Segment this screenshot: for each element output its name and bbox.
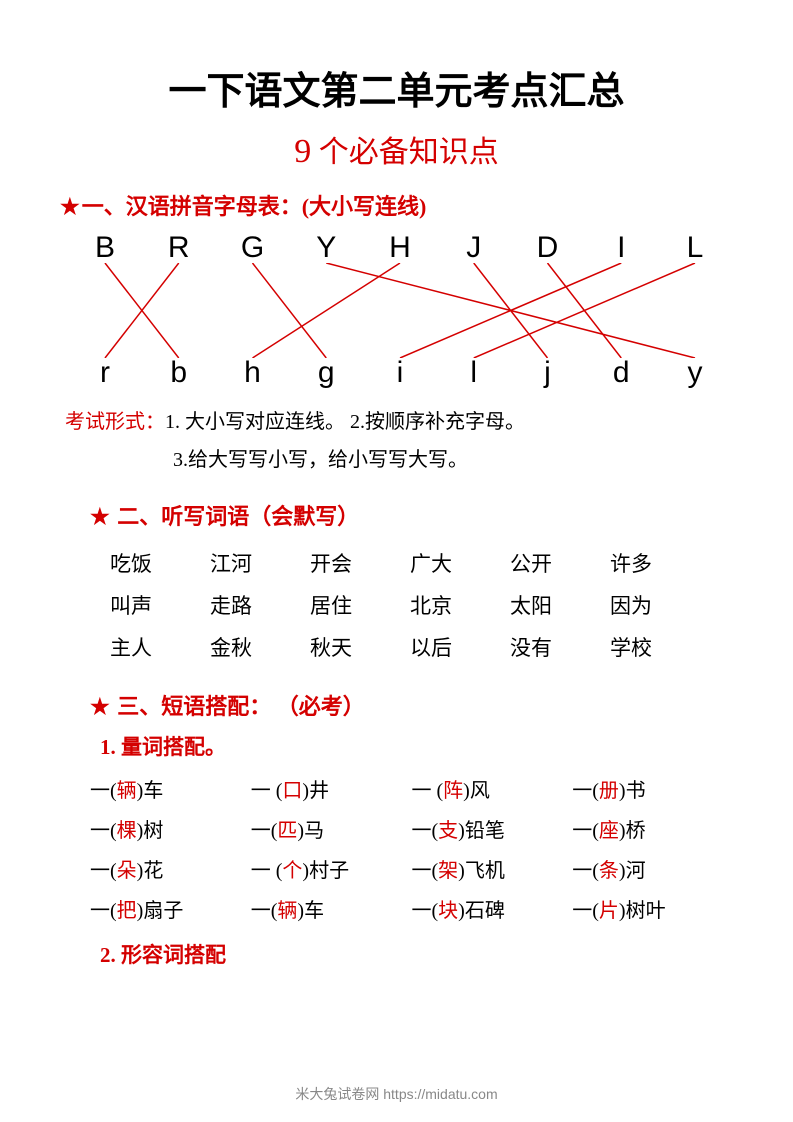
upper-letter: Y — [306, 231, 346, 265]
matching-lines — [80, 263, 720, 358]
upper-letter: J — [454, 231, 494, 265]
word-row: 叫声走路居住北京太阳因为 — [110, 585, 733, 627]
phrase-cell: 一(辆)车 — [90, 771, 251, 811]
star-icon: ★ — [90, 694, 110, 719]
word-cell: 公开 — [510, 543, 610, 585]
lower-letter: l — [454, 356, 494, 390]
word-cell: 没有 — [510, 627, 610, 669]
phrase-grid: 一(辆)车一 (口)井一 (阵)风一(册)书一(棵)树一(匹)马一(支)铅笔一(… — [90, 771, 733, 931]
phrase-row: 一(辆)车一 (口)井一 (阵)风一(册)书 — [90, 771, 733, 811]
subtitle: 9 个必备知识点 — [60, 127, 733, 171]
subtitle-number: 9 — [294, 133, 311, 170]
phrase-cell: 一(座)桥 — [572, 811, 733, 851]
section-2-title: 二、听写词语（会默写） — [112, 504, 360, 529]
lower-letter: i — [380, 356, 420, 390]
lower-letter: h — [233, 356, 273, 390]
phrase-cell: 一(支)铅笔 — [412, 811, 573, 851]
upper-letter: L — [675, 231, 715, 265]
star-icon: ★ — [60, 194, 80, 219]
lower-letter: j — [528, 356, 568, 390]
section-3-title: 三、短语搭配： （必考） — [112, 694, 365, 719]
word-cell: 因为 — [610, 585, 710, 627]
phrase-cell: 一(辆)车 — [251, 891, 412, 931]
star-icon: ★ — [90, 504, 110, 529]
word-cell: 叫声 — [110, 585, 210, 627]
lower-letter: y — [675, 356, 715, 390]
word-cell: 太阳 — [510, 585, 610, 627]
phrase-cell: 一 (口)井 — [251, 771, 412, 811]
upper-letters-row: BRGYHJDIL — [80, 231, 720, 265]
exam-form-text: 考试形式：1. 大小写对应连线。 2.按顺序补充字母。 3.给大写写小写，给小写… — [65, 403, 733, 479]
lower-letter: r — [85, 356, 125, 390]
main-title: 一下语文第二单元考点汇总 — [60, 60, 733, 115]
phrase-row: 一(棵)树一(匹)马一(支)铅笔一(座)桥 — [90, 811, 733, 851]
word-cell: 秋天 — [310, 627, 410, 669]
word-cell: 许多 — [610, 543, 710, 585]
phrase-cell: 一(条)河 — [572, 851, 733, 891]
section-1-header: ★一、汉语拼音字母表：(大小写连线) — [60, 189, 733, 221]
lower-letter: g — [306, 356, 346, 390]
phrase-cell: 一(把)扇子 — [90, 891, 251, 931]
upper-letter: H — [380, 231, 420, 265]
upper-letter: B — [85, 231, 125, 265]
word-cell: 主人 — [110, 627, 210, 669]
phrase-cell: 一 (个)村子 — [251, 851, 412, 891]
lower-letters-row: rbhgiljdy — [80, 356, 720, 390]
word-cell: 居住 — [310, 585, 410, 627]
phrase-cell: 一(匹)马 — [251, 811, 412, 851]
word-cell: 以后 — [410, 627, 510, 669]
subsection-1-header: 1. 量词搭配。 — [100, 731, 733, 761]
phrase-cell: 一(架)飞机 — [412, 851, 573, 891]
word-row: 主人金秋秋天以后没有学校 — [110, 627, 733, 669]
word-row: 吃饭江河开会广大公开许多 — [110, 543, 733, 585]
exam-line-2: 3.给大写写小写，给小写写大写。 — [173, 441, 468, 479]
subtitle-text: 个必备知识点 — [311, 136, 499, 169]
word-cell: 学校 — [610, 627, 710, 669]
exam-line-1: 1. 大小写对应连线。 2.按顺序补充字母。 — [165, 411, 525, 433]
word-cell: 北京 — [410, 585, 510, 627]
upper-letter: I — [601, 231, 641, 265]
upper-letter: G — [233, 231, 273, 265]
phrase-cell: 一 (阵)风 — [412, 771, 573, 811]
word-cell: 走路 — [210, 585, 310, 627]
phrase-cell: 一(棵)树 — [90, 811, 251, 851]
footer-text: 米大兔试卷网 https://midatu.com — [0, 1084, 793, 1104]
section-2-header: ★ 二、听写词语（会默写） — [90, 499, 733, 531]
upper-letter: R — [159, 231, 199, 265]
phrase-cell: 一(片)树叶 — [572, 891, 733, 931]
phrase-cell: 一(块)石碑 — [412, 891, 573, 931]
word-cell: 吃饭 — [110, 543, 210, 585]
phrase-row: 一(朵)花一 (个)村子一(架)飞机一(条)河 — [90, 851, 733, 891]
matching-exercise: BRGYHJDIL rbhgiljdy — [80, 231, 733, 391]
word-cell: 金秋 — [210, 627, 310, 669]
phrase-cell: 一(册)书 — [572, 771, 733, 811]
phrase-row: 一(把)扇子一(辆)车一(块)石碑一(片)树叶 — [90, 891, 733, 931]
phrase-cell: 一(朵)花 — [90, 851, 251, 891]
subsection-2-header: 2. 形容词搭配 — [100, 939, 733, 969]
section-3-header: ★ 三、短语搭配： （必考） — [90, 689, 733, 721]
exam-label: 考试形式： — [65, 411, 165, 433]
upper-letter: D — [528, 231, 568, 265]
lower-letter: b — [159, 356, 199, 390]
section-1-title: 一、汉语拼音字母表：(大小写连线) — [82, 194, 427, 219]
word-cell: 江河 — [210, 543, 310, 585]
lower-letter: d — [601, 356, 641, 390]
word-cell: 广大 — [410, 543, 510, 585]
word-cell: 开会 — [310, 543, 410, 585]
word-grid: 吃饭江河开会广大公开许多叫声走路居住北京太阳因为主人金秋秋天以后没有学校 — [110, 543, 733, 669]
